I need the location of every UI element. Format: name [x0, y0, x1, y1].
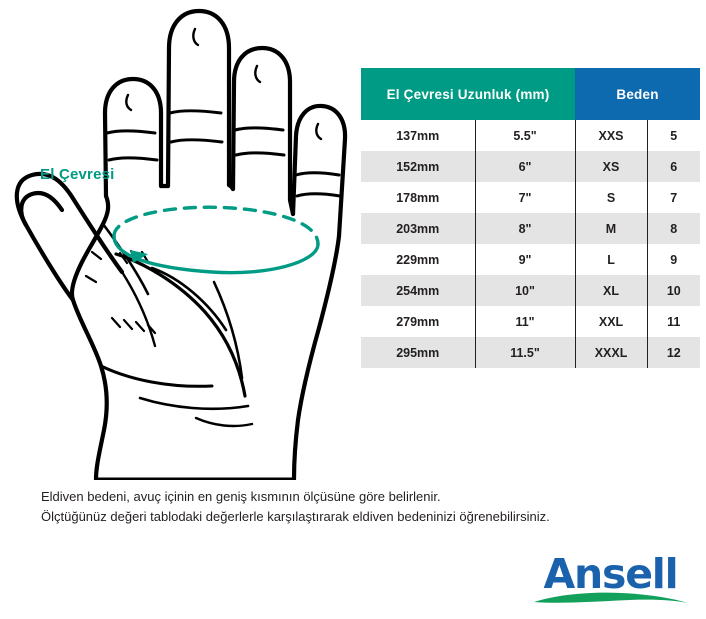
cell-size: S [575, 182, 648, 213]
crease-ring-1 [234, 151, 286, 157]
crease-index-2 [105, 129, 157, 135]
finger-little-outline [290, 103, 348, 239]
caption-line-2: Ölçtüğünüz değeri tablodaki değerlerle k… [41, 509, 550, 524]
cell-inch: 11" [475, 306, 576, 337]
cell-inch: 11.5" [475, 337, 576, 368]
palm-crease-head-line [150, 266, 228, 332]
header-size: Beden [575, 68, 701, 120]
cell-mm: 178mm [361, 182, 476, 213]
cell-number: 10 [647, 275, 701, 306]
crease-little-1 [295, 192, 342, 198]
cell-inch: 5.5" [475, 120, 576, 151]
hand-illustration: El Çevresi [0, 0, 350, 480]
cell-number: 6 [647, 151, 701, 182]
crease-middle-1 [169, 138, 224, 144]
nail-little [315, 122, 323, 141]
table-row: 137mm 5.5" XXS 5 [361, 120, 701, 151]
crease-middle-2 [168, 109, 223, 115]
cell-number: 7 [647, 182, 701, 213]
measurement-ellipse [112, 205, 320, 275]
ellipse-solid-front [112, 234, 320, 275]
cell-inch: 9" [475, 244, 576, 275]
cell-size: M [575, 213, 648, 244]
table-row: 178mm 7" S 7 [361, 182, 701, 213]
swoosh-shape [534, 592, 688, 603]
caption-line-1: Eldiven bedeni, avuç içinin en geniş kıs… [41, 489, 441, 504]
ellipse-arrowhead [130, 250, 148, 263]
nail-middle [192, 27, 200, 47]
cell-number: 8 [647, 213, 701, 244]
cell-size: XS [575, 151, 648, 182]
finger-middle-outline [165, 8, 232, 189]
hand-right-edge [291, 233, 342, 480]
palm-crease-wrist-lower [138, 396, 250, 411]
cell-mm: 137mm [361, 120, 476, 151]
table-row: 203mm 8" M 8 [361, 213, 701, 244]
header-circumference: El Çevresi Uzunluk (mm) [361, 68, 576, 120]
cell-size: XL [575, 275, 648, 306]
cell-mm: 152mm [361, 151, 476, 182]
table-row: 229mm 9" L 9 [361, 244, 701, 275]
ellipse-dashed-back [112, 205, 320, 246]
cell-mm: 254mm [361, 275, 476, 306]
ansell-wordmark: Ansell [543, 550, 678, 598]
thumb-tip-crease [19, 190, 65, 228]
nail-ring [254, 64, 262, 84]
crease-index-1 [107, 156, 159, 162]
crease-little-2 [294, 171, 341, 177]
table-header-row: El Çevresi Uzunluk (mm) Beden [361, 68, 701, 120]
cell-mm: 279mm [361, 306, 476, 337]
cell-inch: 10" [475, 275, 576, 306]
cell-size: XXS [575, 120, 648, 151]
cell-number: 11 [647, 306, 701, 337]
cell-mm: 295mm [361, 337, 476, 368]
cell-size: XXXL [575, 337, 648, 368]
finger-ring-outline [230, 45, 293, 203]
finger-index-outline [102, 76, 164, 199]
table-row: 254mm 10" XL 10 [361, 275, 701, 306]
ansell-logo: Ansell [528, 552, 693, 608]
cell-number: 5 [647, 120, 701, 151]
table-row: 279mm 11" XXL 11 [361, 306, 701, 337]
cell-inch: 8" [475, 213, 576, 244]
hand-diagram-svg [14, 8, 348, 480]
thumb-side-hatching [84, 250, 103, 284]
palm-crease-life-line-upper [101, 222, 150, 296]
palm-crease-fate-line [212, 280, 244, 380]
cell-size: L [575, 244, 648, 275]
webbing-ring-little [287, 197, 296, 217]
table-row: 152mm 6" XS 6 [361, 151, 701, 182]
cell-inch: 7" [475, 182, 576, 213]
webbing-middle-ring [226, 182, 236, 192]
thumb-outline [14, 171, 125, 303]
crease-ring-2 [233, 126, 285, 132]
size-chart-table: El Çevresi Uzunluk (mm) Beden 137mm 5.5"… [361, 68, 701, 368]
hand-circumference-label: El Çevresi [40, 166, 115, 183]
palm-crease-wrist-upper [99, 364, 214, 388]
table-row: 295mm 11.5" XXXL 12 [361, 337, 701, 368]
ansell-swoosh-icon [534, 592, 688, 603]
palm-crease-wrist-lower2 [194, 416, 254, 428]
palm-hatching [110, 316, 157, 335]
cell-inch: 6" [475, 151, 576, 182]
nail-index [125, 93, 133, 112]
table-body: 137mm 5.5" XXS 5 152mm 6" XS 6 178mm 7" … [361, 120, 701, 368]
cell-size: XXL [575, 306, 648, 337]
cell-number: 12 [647, 337, 701, 368]
cell-number: 9 [647, 244, 701, 275]
cell-mm: 229mm [361, 244, 476, 275]
palm-thenar-line [120, 270, 157, 348]
cell-mm: 203mm [361, 213, 476, 244]
instructions-caption: Eldiven bedeni, avuç içinin en geniş kıs… [41, 487, 681, 527]
palm-crease-heart-line [114, 252, 247, 398]
hand-left-edge [69, 193, 111, 480]
